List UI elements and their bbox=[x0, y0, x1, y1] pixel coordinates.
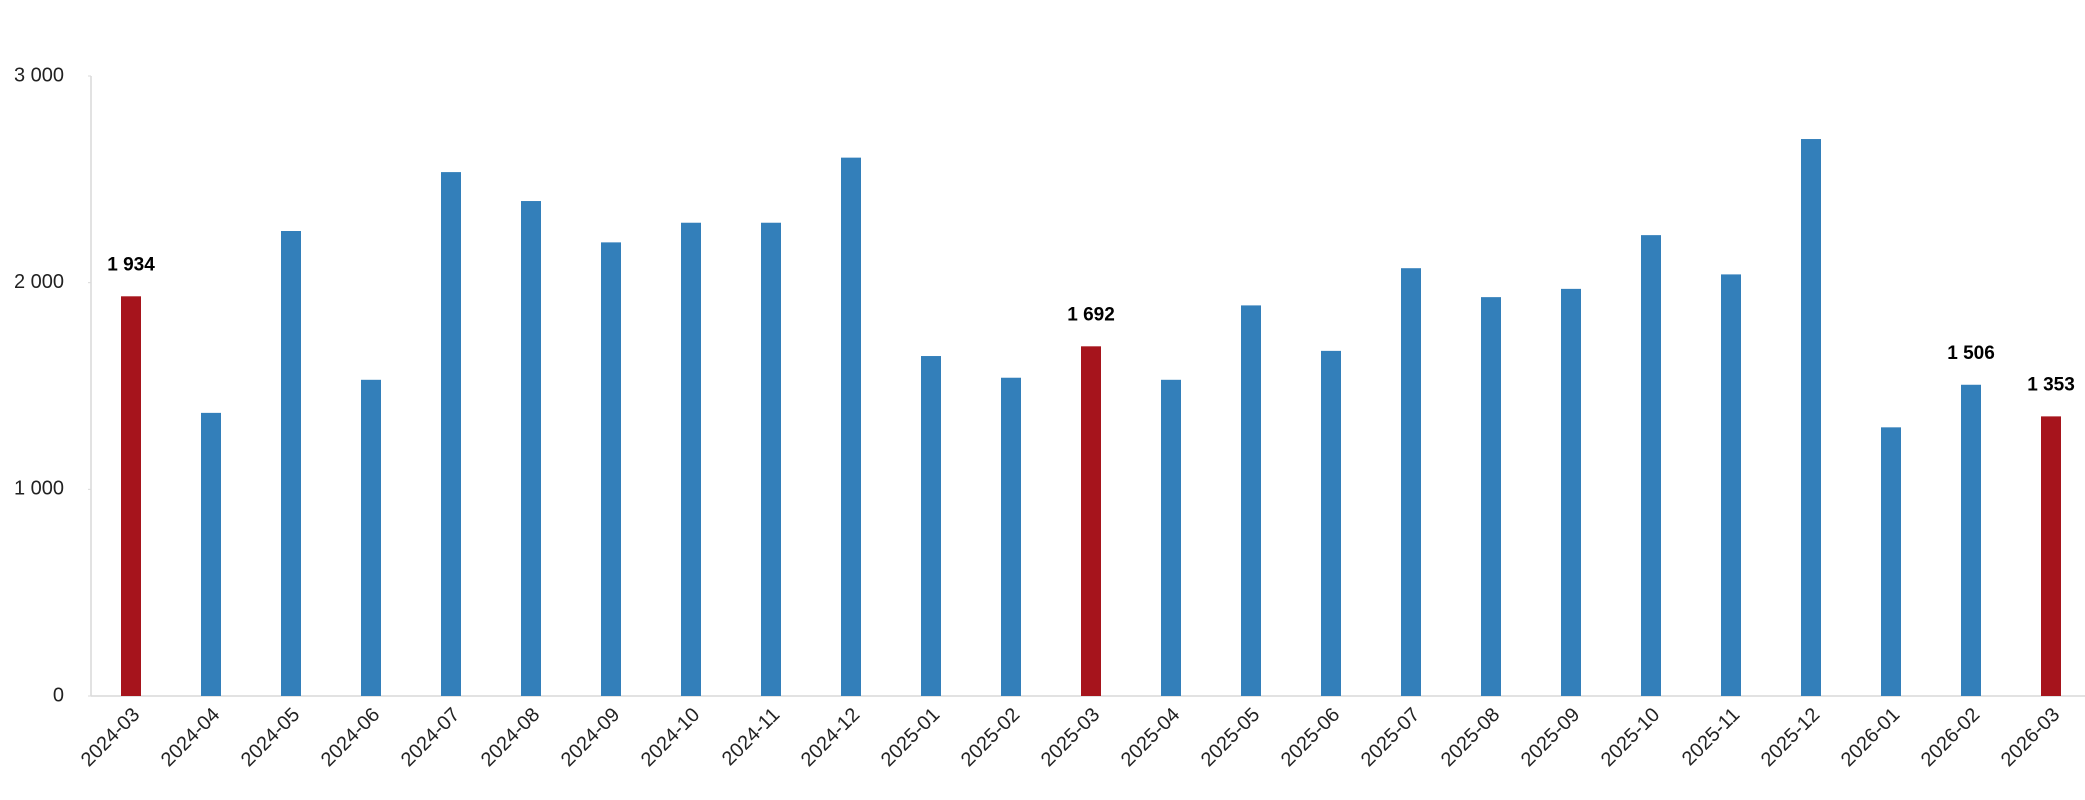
x-tick-label: 2025-10 bbox=[1597, 704, 1664, 771]
bar bbox=[1481, 297, 1501, 696]
bar bbox=[921, 356, 941, 696]
value-label: 1 353 bbox=[2027, 374, 2075, 395]
bar bbox=[281, 231, 301, 696]
x-tick-label: 2024-09 bbox=[557, 704, 624, 771]
x-tick-label: 2025-02 bbox=[957, 704, 1024, 771]
x-tick-label: 2026-02 bbox=[1917, 704, 1984, 771]
bar bbox=[841, 157, 861, 697]
y-tick-label: 3 000 bbox=[14, 64, 64, 86]
bar bbox=[1401, 268, 1421, 696]
y-tick-label: 1 000 bbox=[14, 478, 64, 500]
bar bbox=[441, 172, 461, 697]
bar bbox=[1881, 427, 1901, 696]
bar bbox=[1161, 379, 1181, 696]
x-tick-label: 2025-01 bbox=[877, 704, 944, 771]
bar bbox=[1081, 346, 1101, 696]
x-tick-label: 2024-12 bbox=[797, 704, 864, 771]
bar bbox=[761, 222, 781, 696]
bar bbox=[1641, 235, 1661, 696]
value-label: 1 506 bbox=[1947, 343, 1995, 364]
bar bbox=[2041, 416, 2061, 696]
x-tick-label: 2025-04 bbox=[1117, 704, 1184, 771]
bar bbox=[361, 379, 381, 696]
x-tick-label: 2024-03 bbox=[77, 704, 144, 771]
bar bbox=[121, 296, 141, 696]
y-tick-label: 2 000 bbox=[14, 271, 64, 293]
bar bbox=[681, 222, 701, 696]
bar bbox=[1321, 350, 1341, 696]
x-tick-label: 2025-07 bbox=[1357, 704, 1424, 771]
x-tick-label: 2024-06 bbox=[317, 704, 384, 771]
x-tick-label: 2025-05 bbox=[1197, 704, 1264, 771]
x-tick-label: 2026-03 bbox=[1997, 704, 2064, 771]
bar bbox=[1801, 139, 1821, 697]
bar bbox=[1241, 305, 1261, 696]
x-tick-label: 2025-11 bbox=[1678, 704, 1744, 770]
bar bbox=[1001, 377, 1021, 696]
bar bbox=[1961, 384, 1981, 696]
bar bbox=[201, 412, 221, 696]
x-tick-label: 2025-09 bbox=[1517, 704, 1584, 771]
x-tick-label: 2024-05 bbox=[237, 704, 304, 771]
x-tick-label: 2025-08 bbox=[1437, 704, 1504, 771]
bar bbox=[601, 242, 621, 696]
bar bbox=[521, 201, 541, 697]
x-tick-label: 2024-08 bbox=[477, 704, 544, 771]
x-tick-label: 2024-07 bbox=[397, 704, 464, 771]
x-tick-label: 2024-11 bbox=[718, 704, 784, 770]
y-tick-label: 0 bbox=[53, 684, 64, 706]
x-tick-label: 2025-12 bbox=[1757, 704, 1824, 771]
value-label: 1 934 bbox=[107, 254, 155, 275]
x-tick-label: 2024-04 bbox=[157, 704, 224, 771]
x-tick-label: 2024-10 bbox=[637, 704, 704, 771]
value-label: 1 692 bbox=[1067, 304, 1115, 325]
x-tick-label: 2026-01 bbox=[1837, 704, 1904, 771]
bar bbox=[1561, 288, 1581, 696]
bar bbox=[1721, 274, 1741, 696]
x-tick-label: 2025-03 bbox=[1037, 704, 1104, 771]
x-tick-label: 2025-06 bbox=[1277, 704, 1344, 771]
